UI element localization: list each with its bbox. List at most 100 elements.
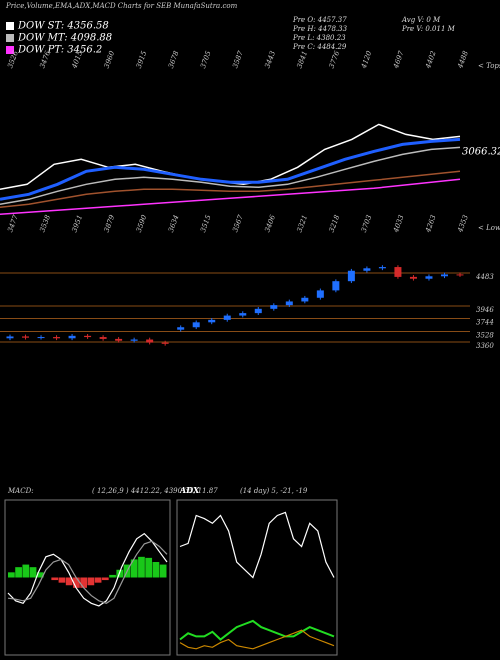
candle-body	[270, 305, 278, 309]
histogram-bar	[29, 567, 37, 578]
low-label: 3218	[328, 213, 342, 233]
top-label: 4402	[424, 49, 438, 70]
legend-swatch	[6, 22, 14, 30]
candle-body	[130, 339, 138, 341]
info-text: Pre L: 4380.23	[292, 34, 346, 42]
top-label: 3960	[103, 49, 117, 69]
candle-body	[115, 338, 123, 341]
line-series	[179, 619, 335, 641]
level-label: 3528	[476, 332, 494, 340]
low-label: 3951	[71, 214, 85, 233]
candle-body	[440, 274, 448, 277]
info-text: Pre H: 4478.33	[292, 25, 348, 33]
candle-body	[53, 337, 61, 339]
low-label: 3703	[360, 213, 374, 233]
top-label: 4697	[392, 49, 406, 70]
legend-label: DOW PT: 3456.2	[17, 45, 102, 56]
level-label: 4483	[475, 273, 494, 281]
candle-body	[285, 301, 293, 306]
candle-body	[316, 290, 324, 298]
histogram-bar	[159, 564, 167, 578]
legend-label: DOW ST: 4356.58	[17, 21, 109, 32]
low-label: 4263	[424, 213, 438, 234]
info-text: Avg V: 0 M	[401, 16, 441, 24]
histogram-bar	[94, 577, 102, 583]
candle-body	[301, 297, 309, 302]
legend-swatch	[6, 46, 14, 54]
candle-body	[146, 339, 154, 343]
histogram-bar	[145, 557, 153, 578]
low-label: 4033	[392, 213, 406, 234]
candle-body	[409, 276, 417, 279]
histogram-bar	[8, 572, 15, 578]
annotation: < Tops	[478, 62, 500, 70]
histogram-bar	[73, 577, 80, 588]
annotation: 3066.32	[462, 147, 500, 158]
candle-body	[84, 335, 92, 338]
top-label: 3443	[263, 49, 277, 69]
top-label: 3587	[231, 49, 245, 69]
candle-body	[332, 281, 340, 291]
candle-body	[208, 319, 216, 323]
top-label: 3776	[328, 49, 342, 69]
adx-title: ADX	[179, 485, 200, 495]
macd-subtitle: ( 12,26,9 ) 4412.22, 4390.35, 11.87	[92, 487, 218, 495]
histogram-bar	[152, 562, 160, 578]
line-series	[7, 540, 168, 604]
chart-title: Price,Volume,EMA,ADX,MACD Charts for SEB…	[5, 2, 238, 10]
candle-body	[254, 308, 262, 314]
low-label: 3879	[103, 213, 117, 233]
histogram-bar	[80, 577, 87, 588]
low-label: 3634	[167, 214, 181, 233]
line-series	[179, 629, 335, 650]
top-label: 3678	[167, 49, 181, 69]
low-label: 3515	[199, 213, 213, 233]
low-label: 3567	[231, 213, 245, 233]
adx-subtitle: (14 day) 5, -21, -19	[240, 487, 308, 495]
candle-body	[6, 336, 14, 339]
candle-body	[363, 268, 371, 271]
low-label: 3538	[38, 213, 52, 233]
adx-frame	[176, 499, 338, 656]
candle-body	[223, 315, 231, 320]
candle-body	[394, 267, 402, 277]
histogram-bar	[22, 564, 30, 578]
candle-body	[378, 267, 386, 269]
candle-body	[347, 270, 355, 282]
histogram-bar	[65, 577, 73, 586]
info-text: Pre O: 4457.37	[292, 16, 347, 24]
top-label: 3705	[199, 49, 213, 69]
line-series	[0, 137, 461, 201]
histogram-bar	[15, 567, 22, 578]
candle-body	[68, 335, 76, 339]
histogram-bar	[51, 577, 59, 581]
candle-body	[192, 322, 200, 328]
candle-body	[425, 276, 433, 279]
low-label: 4353	[456, 213, 470, 234]
histogram-bar	[109, 574, 116, 578]
candle-body	[456, 274, 464, 276]
histogram-bar	[130, 559, 138, 578]
line-series	[0, 178, 461, 216]
line-series	[0, 146, 461, 206]
top-label: 4488	[456, 49, 470, 70]
legend-label: DOW MT: 4098.88	[17, 33, 112, 44]
histogram-bar	[101, 577, 109, 581]
top-label: 3915	[135, 49, 149, 69]
info-text: Pre V: 0.011 M	[401, 25, 456, 33]
candle-body	[161, 342, 169, 344]
histogram-bar	[138, 556, 145, 578]
candle-body	[37, 337, 45, 339]
line-series	[0, 170, 461, 209]
top-label: 3841	[296, 50, 310, 69]
candle-body	[99, 337, 107, 339]
histogram-bar	[87, 577, 95, 586]
candle-body	[22, 336, 30, 338]
low-label: 3590	[135, 213, 149, 233]
macd-title: MACD:	[7, 487, 34, 495]
level-label: 3744	[476, 318, 494, 326]
level-label: 3360	[476, 342, 494, 350]
candle-body	[177, 327, 185, 330]
low-label: 3406	[263, 213, 277, 233]
